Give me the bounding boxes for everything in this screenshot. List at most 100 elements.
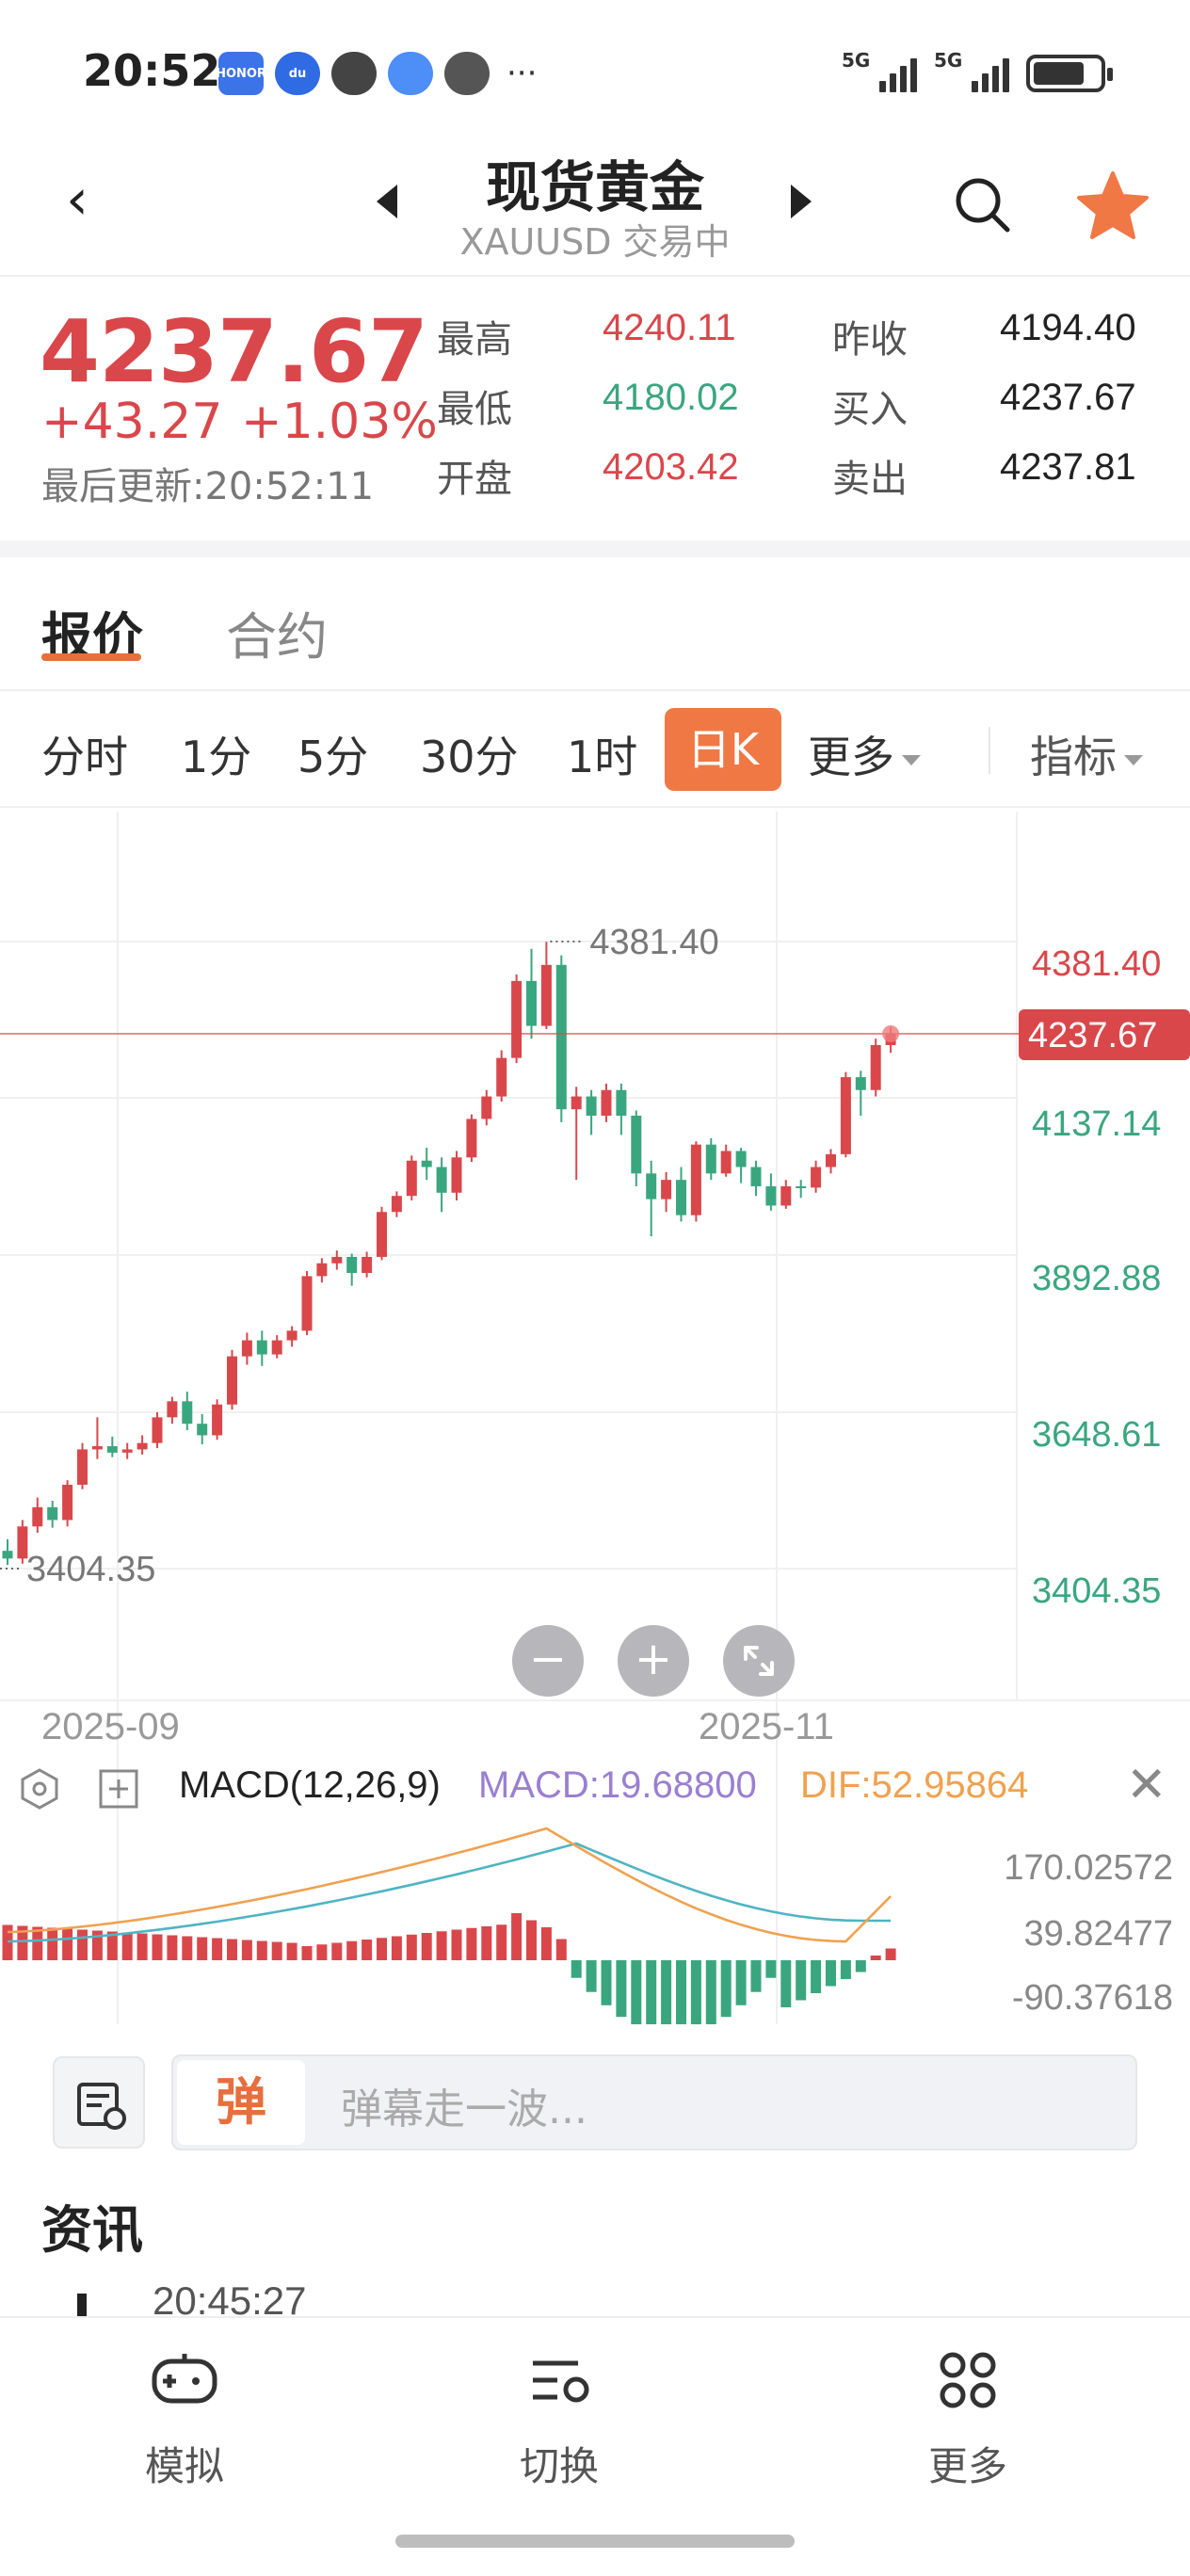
period-more-dropdown[interactable]: 更多 — [808, 723, 921, 785]
macd-histogram-bar — [870, 1956, 881, 1960]
candle-body — [586, 1096, 597, 1116]
nav-simulate[interactable]: 模拟 — [90, 2343, 279, 2492]
macd-histogram-bar — [137, 1933, 148, 1960]
macd-dea-line — [7, 1842, 892, 1943]
close-indicator-icon[interactable]: ✕ — [1126, 1757, 1167, 1813]
back-icon[interactable]: ‹ — [66, 167, 88, 233]
nav-switch[interactable]: 切换 — [465, 2343, 653, 2492]
indicator-dropdown[interactable]: 指标 — [1030, 723, 1143, 785]
macd-histogram-bar — [316, 1944, 328, 1960]
macd-histogram-bar — [32, 1926, 43, 1960]
macd-histogram-bar — [646, 1960, 657, 2024]
last-price: 4237.67 — [40, 301, 428, 402]
next-instrument-icon[interactable] — [791, 185, 812, 218]
period-divider — [989, 727, 990, 774]
candle-body — [870, 1045, 881, 1090]
macd-dif-line — [7, 1827, 892, 1943]
add-indicator-icon[interactable] — [96, 1766, 141, 1811]
candle-body — [17, 1526, 28, 1559]
favorite-star-icon[interactable] — [1075, 168, 1150, 243]
macd-histogram-bar — [811, 1960, 822, 1993]
chevron-down-icon — [902, 755, 921, 765]
zoom-out-button[interactable]: − — [512, 1625, 584, 1697]
candles-group: 4381.40 3404.35 — [0, 923, 1019, 1589]
candle-body — [826, 1153, 836, 1167]
candle-body — [720, 1151, 732, 1174]
period-1min[interactable]: 1分 — [181, 732, 252, 782]
nav-more-label: 更多 — [927, 2443, 1007, 2489]
macd-histogram-bar — [885, 1948, 896, 1960]
macd-histogram-bar — [271, 1941, 282, 1960]
macd-histogram-bar — [2, 1924, 13, 1960]
search-icon[interactable] — [953, 175, 1011, 233]
candle-body — [2, 1551, 13, 1559]
last-update-time: 最后更新:20:52:11 — [41, 465, 375, 508]
open-label: 开盘 — [437, 458, 512, 501]
chevron-down-icon — [1124, 755, 1143, 765]
candle-body — [346, 1256, 358, 1274]
baidu-app-icon: du — [275, 52, 320, 95]
candle-body — [855, 1077, 866, 1090]
ask-value: 4237.81 — [1000, 446, 1136, 488]
period-5min[interactable]: 5分 — [298, 732, 369, 782]
min-price-annotation: 3404.35 — [26, 1550, 155, 1589]
candle-body — [735, 1151, 747, 1167]
low-value: 4180.02 — [603, 377, 739, 418]
candle-body — [451, 1157, 462, 1193]
macd-histogram-bar — [676, 1960, 686, 2024]
macd-histogram-bar — [840, 1960, 851, 1979]
macd-histogram-bar — [197, 1937, 208, 1960]
settings-hexagon-icon[interactable] — [17, 1766, 62, 1811]
dif-value: DIF:52.95864 — [800, 1764, 1029, 1806]
candle-body — [32, 1506, 43, 1527]
period-daily[interactable]: 日K — [665, 708, 781, 791]
danmaku-tag: 弹 — [177, 2060, 305, 2145]
candle-body — [631, 1115, 642, 1174]
chart-grid — [0, 812, 1190, 2024]
candle-body — [466, 1119, 477, 1158]
macd-histogram-bar — [106, 1931, 118, 1960]
macd-histogram-bar — [496, 1924, 507, 1960]
macd-histogram-bar — [705, 1960, 716, 2024]
macd-histogram-bar — [362, 1940, 373, 1960]
nav-more[interactable]: 更多 — [874, 2343, 1062, 2492]
candle-body — [601, 1089, 612, 1116]
candlestick-chart[interactable]: 4381.40 3404.35 4381.40 4137.14 3892.88 3648… — [0, 810, 1190, 2024]
macd-histogram-bar — [182, 1936, 193, 1960]
candle-body — [496, 1057, 507, 1097]
low-label: 最低 — [437, 388, 512, 431]
tab-contract[interactable]: 合约 — [226, 607, 328, 667]
x-axis-label-sep: 2025-09 — [41, 1706, 180, 1747]
danmaku-input[interactable] — [171, 2054, 1137, 2150]
y-axis-label: 3404.35 — [1032, 1571, 1161, 1611]
bid-value: 4237.67 — [1000, 377, 1136, 418]
candle-body — [436, 1167, 447, 1193]
news-marker — [77, 2294, 87, 2320]
battery-icon — [1026, 55, 1113, 92]
previous-instrument-icon[interactable] — [377, 185, 397, 218]
signal-label: 5G — [842, 49, 871, 72]
candle-body — [511, 980, 523, 1058]
period-1hour[interactable]: 1时 — [567, 732, 638, 782]
candle-body — [77, 1449, 88, 1485]
candle-body — [121, 1449, 133, 1453]
max-price-annotation: 4381.40 — [589, 923, 718, 962]
danmaku-settings-button[interactable] — [53, 2056, 145, 2149]
x-axis-label-nov: 2025-11 — [699, 1706, 834, 1747]
candle-body — [780, 1185, 792, 1206]
fullscreen-button[interactable] — [723, 1625, 795, 1697]
macd-histogram-bar — [47, 1927, 58, 1960]
zoom-in-button[interactable]: + — [618, 1625, 689, 1697]
expand-icon — [744, 1646, 774, 1676]
high-label: 最高 — [437, 318, 512, 362]
period-timeshare[interactable]: 分时 — [41, 732, 128, 782]
candle-body — [540, 964, 552, 1026]
period-30min[interactable]: 30分 — [420, 732, 519, 782]
macd-histogram-bar — [661, 1960, 672, 2024]
candle-body — [212, 1404, 223, 1436]
current-price-tag-label: 4237.67 — [1028, 1016, 1157, 1055]
candle-body — [796, 1185, 807, 1188]
macd-histogram-bar — [481, 1926, 492, 1960]
current-price-dot — [882, 1024, 900, 1042]
prev-close-value: 4194.40 — [1000, 307, 1136, 348]
